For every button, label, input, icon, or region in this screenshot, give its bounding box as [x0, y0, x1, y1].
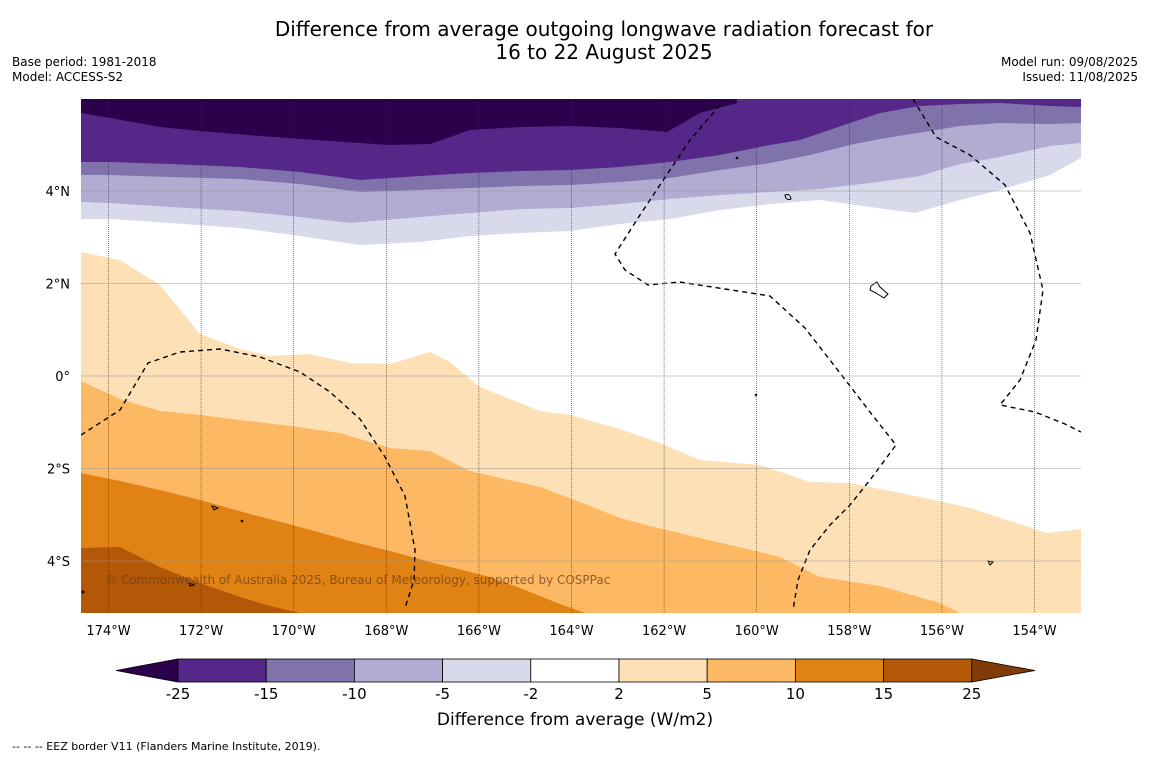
colorbar-extend-low	[115, 658, 179, 683]
island-5	[987, 560, 995, 566]
colorbar	[115, 658, 1036, 683]
band-pos-15-to-25	[81, 547, 300, 613]
colorbar-segment	[795, 658, 885, 683]
longitude-label: 168°W	[364, 624, 408, 639]
colorbar-label: Difference from average (W/m2)	[436, 710, 714, 730]
longitude-label: 160°W	[735, 624, 779, 639]
longitude-label: 154°W	[1012, 624, 1056, 639]
title-line-2: 16 to 22 August 2025	[495, 40, 713, 64]
colorbar-tick-label: 25	[962, 685, 981, 703]
copyright-text: © Commonwealth of Australia 2025, Bureau…	[105, 573, 610, 587]
eez-border-east	[912, 99, 1081, 433]
island-9	[81, 590, 85, 594]
eez-border-west	[81, 348, 416, 609]
longitude-label: 172°W	[179, 624, 223, 639]
band-pos-10-to-15	[81, 473, 585, 613]
map-title: Difference from average outgoing longwav…	[0, 18, 1150, 64]
latitude-label: 4°N	[46, 185, 71, 200]
colorbar-ticks: -25 -15 -10 -5 -2 2 5 10 15 25	[166, 685, 982, 703]
colorbar-segment	[265, 658, 355, 683]
islands	[81, 156, 995, 594]
longitude-label: 166°W	[457, 624, 501, 639]
longitude-label: 158°W	[827, 624, 871, 639]
meta-right: Model run: 09/08/2025 Issued: 11/08/2025	[1001, 55, 1138, 85]
island-2	[869, 281, 889, 299]
latitude-label: 2°S	[47, 463, 70, 478]
latitude-label: 4°S	[47, 555, 70, 570]
longitude-label: 170°W	[272, 624, 316, 639]
colorbar-tick-label: -5	[435, 685, 450, 703]
longitude-label: 156°W	[920, 624, 964, 639]
colorbar-tick-label: 15	[874, 685, 893, 703]
colorbar-tick-label: 10	[786, 685, 805, 703]
colorbar-tick-label: 2	[614, 685, 624, 703]
island-7	[735, 156, 739, 160]
colorbar-segment	[706, 658, 796, 683]
island-3	[211, 505, 220, 511]
latitude-label: 2°N	[46, 278, 71, 293]
colorbar-segment	[618, 658, 708, 683]
eez-borders	[81, 99, 1081, 611]
longitude-labels: 174°W 172°W 170°W 168°W 166°W 164°W 162°W 160°W…	[86, 624, 1056, 639]
island-4	[188, 582, 196, 587]
island-6	[240, 519, 244, 523]
issued-date: Issued: 11/08/2025	[1022, 70, 1138, 84]
longitude-label: 162°W	[642, 624, 686, 639]
longitude-label: 174°W	[86, 624, 130, 639]
map-area: © Commonwealth of Australia 2025, Bureau…	[81, 99, 1081, 613]
latitude-labels: 4°N 2°N 0° 2°S 4°S	[46, 185, 71, 570]
latitude-label: 0°	[55, 370, 70, 385]
model-name: Model: ACCESS-S2	[12, 70, 124, 84]
colorbar-tick-label: -25	[166, 685, 191, 703]
colorbar-segment	[353, 658, 443, 683]
meta-left: Base period: 1981-2018 Model: ACCESS-S2	[12, 55, 157, 85]
colorbar-tick-label: -15	[254, 685, 279, 703]
band-neg-below-25	[81, 99, 737, 145]
title-line-1: Difference from average outgoing longwav…	[274, 17, 934, 41]
colorbar-segment	[883, 658, 973, 683]
colorbar-tick-label: -2	[523, 685, 538, 703]
colorbar-extend-high	[971, 658, 1036, 683]
eez-footnote: -- -- -- EEZ border V11 (Flanders Marine…	[12, 740, 321, 753]
colorbar-segment	[530, 658, 620, 683]
model-run: Model run: 09/08/2025	[1000, 55, 1138, 69]
base-period: Base period: 1981-2018	[12, 55, 157, 69]
gridlines	[81, 99, 1081, 613]
colorbar-tick-label: -10	[342, 685, 367, 703]
colorbar-segment	[177, 658, 267, 683]
longitude-label: 164°W	[549, 624, 593, 639]
island-1	[784, 194, 792, 200]
colorbar-segment	[442, 658, 532, 683]
colorbar-tick-label: 5	[702, 685, 712, 703]
